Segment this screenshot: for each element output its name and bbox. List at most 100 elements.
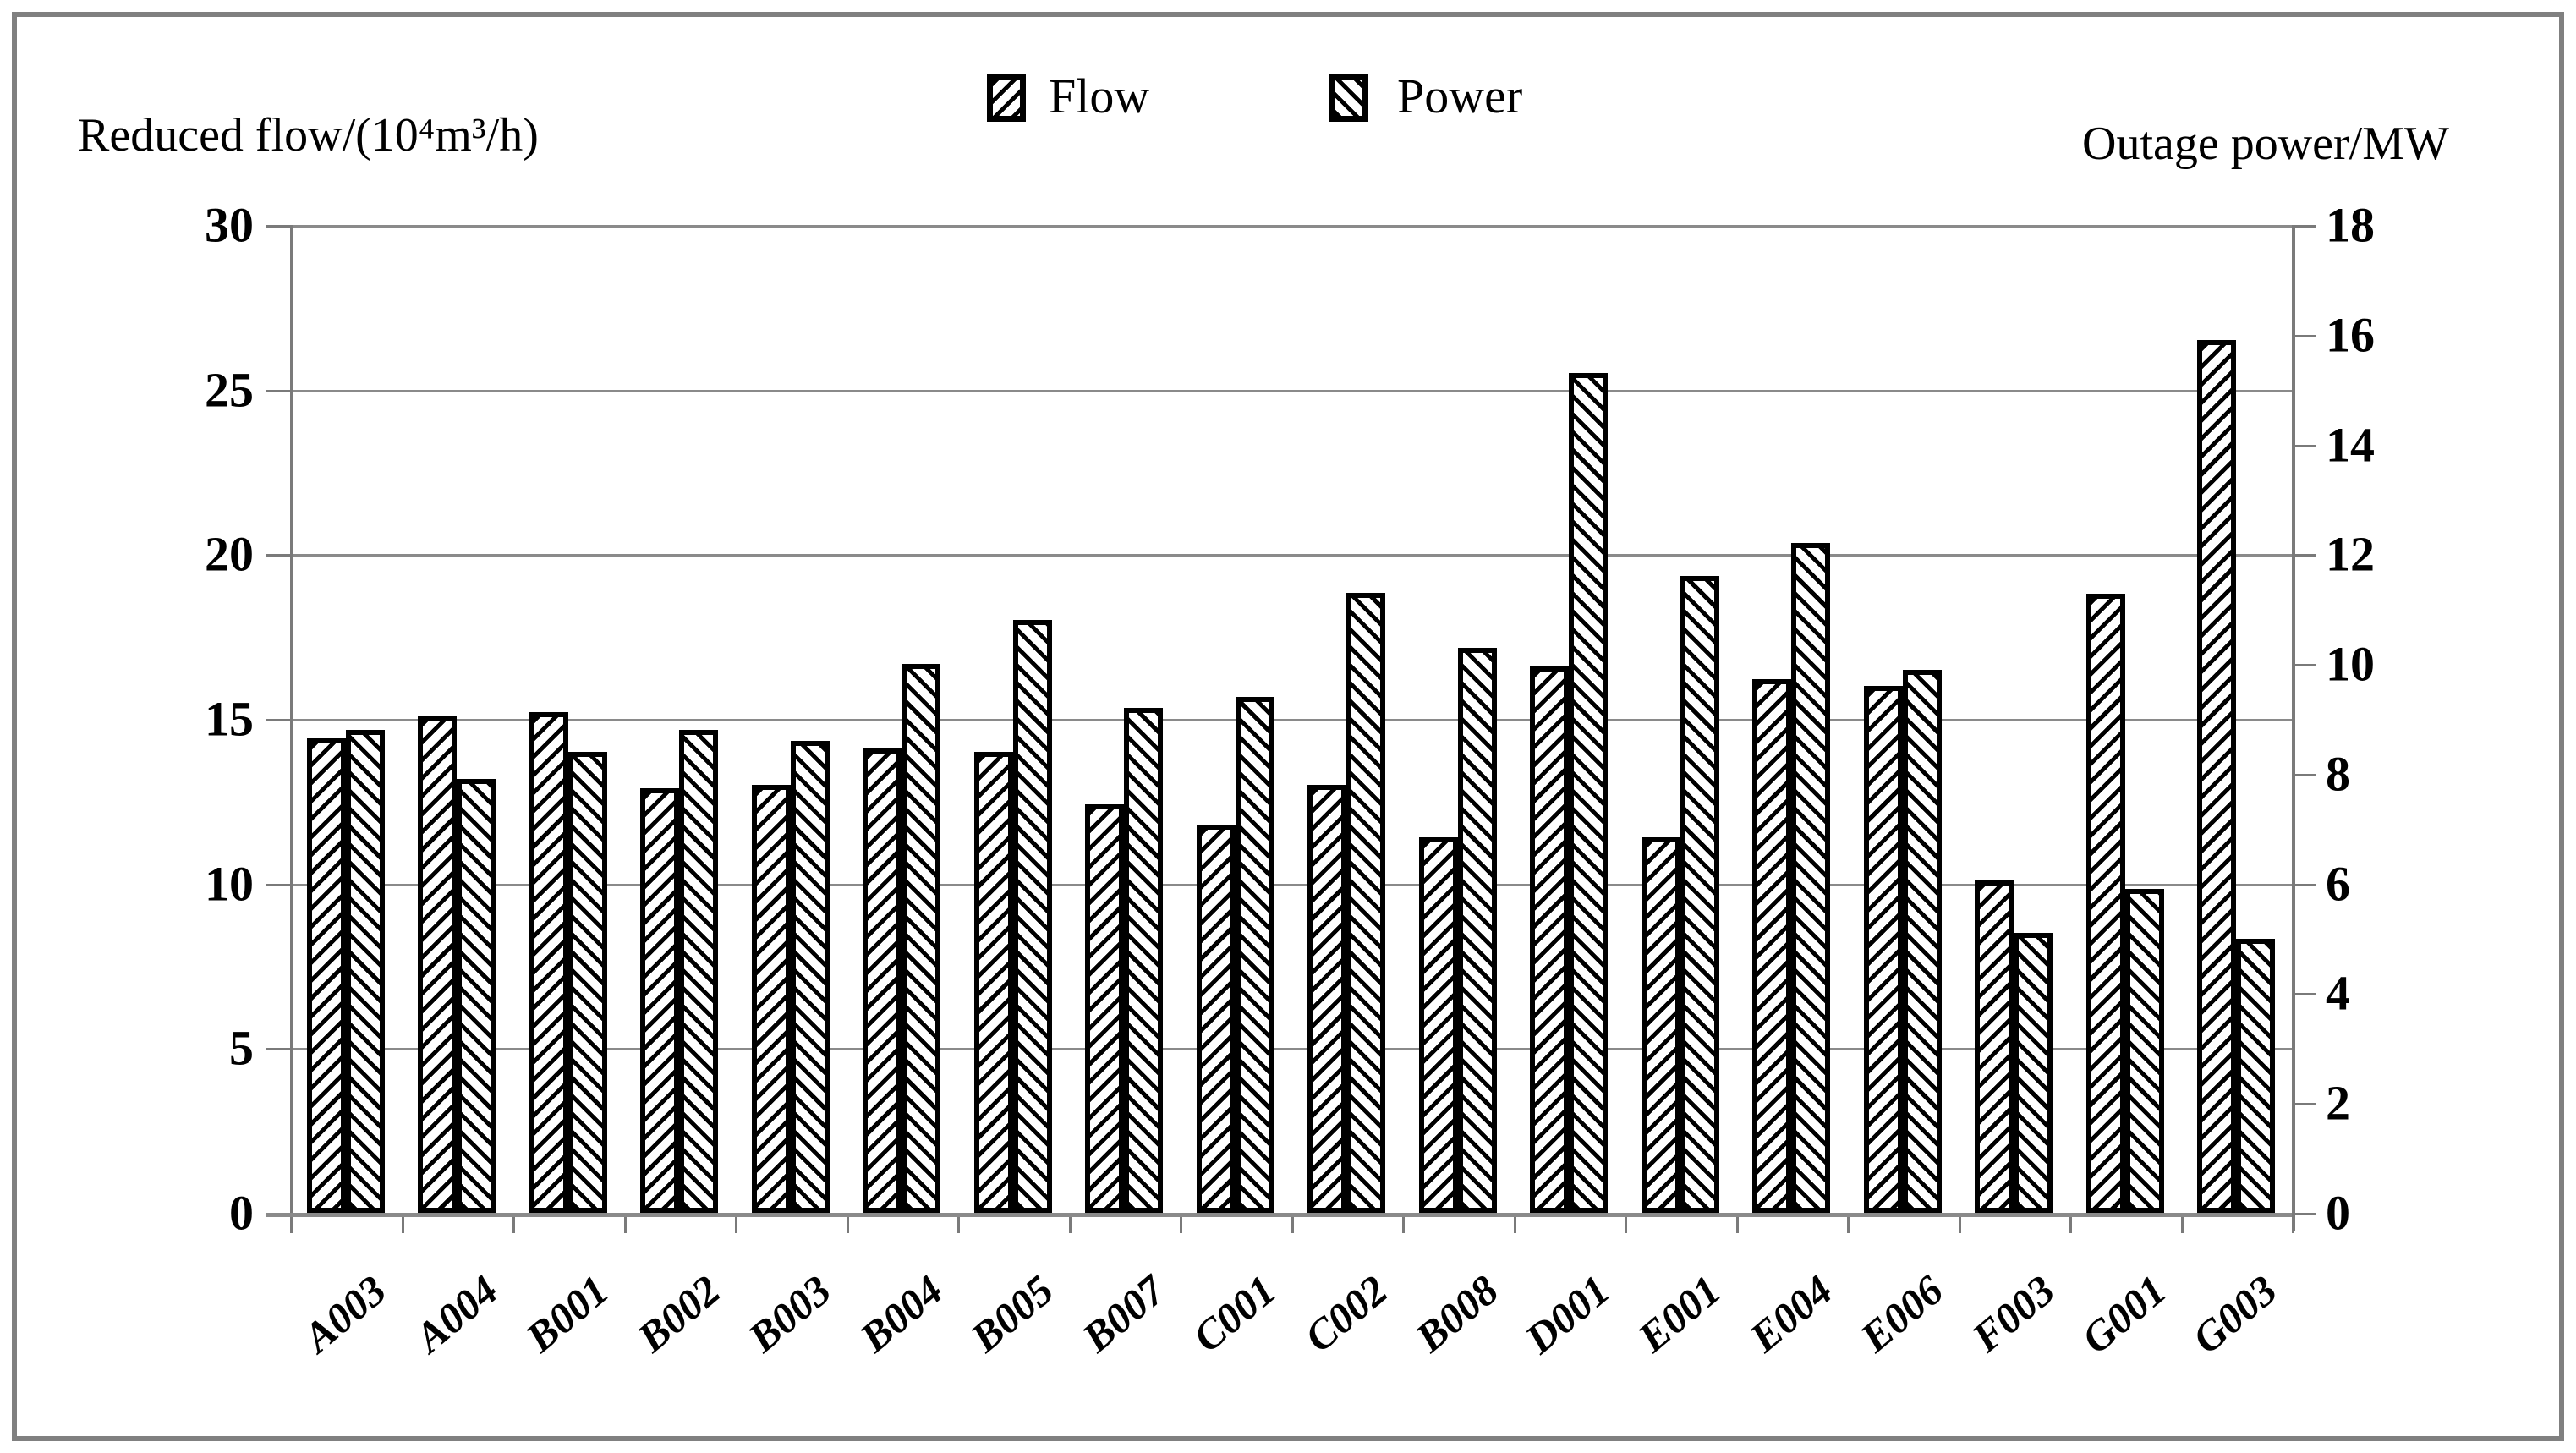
left-tick-label-20: 20 [205, 526, 254, 582]
left-tick-10 [266, 883, 290, 886]
x-tick-9 [1291, 1213, 1294, 1233]
left-tick-label-30: 30 [205, 197, 254, 253]
bar-power-B007 [1124, 708, 1164, 1213]
bar-power-C001 [1235, 697, 1274, 1213]
left-tick-20 [266, 554, 290, 557]
x-tick-4 [735, 1213, 737, 1233]
x-tick-14 [1847, 1213, 1850, 1233]
right-tick-label-4: 4 [2326, 965, 2350, 1021]
gridline-30 [290, 225, 2292, 228]
bar-power-B002 [679, 729, 719, 1213]
x-tick-12 [1625, 1213, 1627, 1233]
x-tick-7 [1068, 1213, 1072, 1233]
bar-flow-B007 [1085, 804, 1125, 1213]
x-axis-line [266, 1213, 2292, 1217]
right-tick-label-14: 14 [2326, 417, 2375, 473]
bar-flow-F003 [1975, 880, 2014, 1213]
bar-power-B003 [790, 740, 830, 1213]
x-tick-5 [846, 1213, 849, 1233]
legend-power-label: Power [1397, 69, 1523, 123]
right-tick-10 [2292, 664, 2316, 667]
bar-flow-E001 [1641, 837, 1680, 1213]
right-tick-12 [2292, 554, 2316, 557]
bar-flow-A003 [306, 738, 346, 1213]
bar-flow-E006 [1863, 686, 1903, 1213]
legend-flow-label: Flow [1049, 69, 1150, 123]
left-tick-label-0: 0 [229, 1185, 254, 1241]
bar-power-A004 [457, 779, 496, 1213]
bar-power-B004 [902, 664, 941, 1213]
right-tick-label-10: 10 [2326, 636, 2375, 692]
right-tick-label-12: 12 [2326, 526, 2375, 582]
left-tick-label-10: 10 [205, 856, 254, 912]
x-tick-8 [1180, 1213, 1182, 1233]
right-tick-2 [2292, 1103, 2316, 1106]
x-tick-13 [1735, 1213, 1739, 1233]
legend-power-swatch-icon [1329, 74, 1368, 122]
left-tick-25 [266, 389, 290, 392]
x-tick-11 [1513, 1213, 1516, 1233]
left-axis-title: Reduced flow/(10⁴m³/h) [78, 109, 539, 162]
bar-flow-C001 [1196, 824, 1236, 1213]
right-tick-label-18: 18 [2326, 197, 2375, 253]
gridline-20 [290, 554, 2292, 557]
bar-flow-G003 [2197, 340, 2237, 1213]
right-tick-14 [2292, 444, 2316, 447]
right-tick-18 [2292, 225, 2316, 228]
x-tick-2 [512, 1213, 515, 1233]
x-tick-3 [623, 1213, 627, 1233]
bar-power-F003 [2014, 933, 2053, 1213]
right-tick-4 [2292, 993, 2316, 996]
bar-flow-B003 [751, 784, 791, 1213]
bar-flow-B008 [1418, 837, 1458, 1213]
bar-flow-C002 [1307, 784, 1347, 1213]
legend-flow-swatch-icon [987, 74, 1026, 122]
gridline-10 [290, 883, 2292, 886]
left-tick-5 [266, 1048, 290, 1051]
bar-power-A003 [345, 729, 385, 1213]
gridline-15 [290, 719, 2292, 721]
bar-flow-G001 [2085, 594, 2125, 1213]
x-tick-18 [2292, 1213, 2294, 1233]
right-tick-label-2: 2 [2326, 1075, 2350, 1131]
bar-power-B005 [1012, 620, 1052, 1213]
right-tick-label-0: 0 [2326, 1185, 2350, 1241]
x-tick-15 [1958, 1213, 1961, 1233]
bar-power-B001 [567, 751, 607, 1213]
bar-power-B008 [1457, 647, 1497, 1213]
left-tick-15 [266, 719, 290, 721]
bar-power-E001 [1680, 576, 1719, 1213]
right-tick-8 [2292, 773, 2316, 776]
right-tick-label-6: 6 [2326, 856, 2350, 912]
left-tick-label-15: 15 [205, 691, 254, 747]
bar-flow-B002 [640, 787, 680, 1213]
bar-power-G003 [2236, 938, 2276, 1213]
x-tick-10 [1402, 1213, 1405, 1233]
gridline-25 [290, 389, 2292, 392]
right-tick-label-16: 16 [2326, 307, 2375, 363]
x-tick-16 [2069, 1213, 2072, 1233]
bar-flow-B005 [973, 751, 1013, 1213]
bar-flow-B004 [863, 748, 902, 1213]
x-tick-6 [957, 1213, 960, 1233]
right-tick-label-8: 8 [2326, 746, 2350, 802]
right-tick-0 [2292, 1213, 2316, 1215]
bar-power-G001 [2124, 889, 2164, 1213]
gridline-5 [290, 1048, 2292, 1051]
left-axis-line [290, 225, 293, 1231]
right-tick-16 [2292, 334, 2316, 337]
right-tick-6 [2292, 883, 2316, 886]
right-axis-title: Outage power/MW [2082, 118, 2449, 170]
bar-flow-B001 [529, 712, 568, 1213]
bar-power-E006 [1902, 669, 1942, 1213]
bar-power-D001 [1569, 373, 1609, 1213]
right-axis-line [2292, 225, 2295, 1231]
x-tick-1 [401, 1213, 404, 1233]
left-tick-label-5: 5 [229, 1020, 254, 1076]
bar-flow-E004 [1752, 679, 1792, 1213]
bar-flow-D001 [1530, 666, 1570, 1213]
x-tick-17 [2180, 1213, 2184, 1233]
bar-flow-A004 [418, 716, 458, 1213]
left-tick-label-25: 25 [205, 362, 254, 418]
bar-power-E004 [1791, 543, 1831, 1213]
